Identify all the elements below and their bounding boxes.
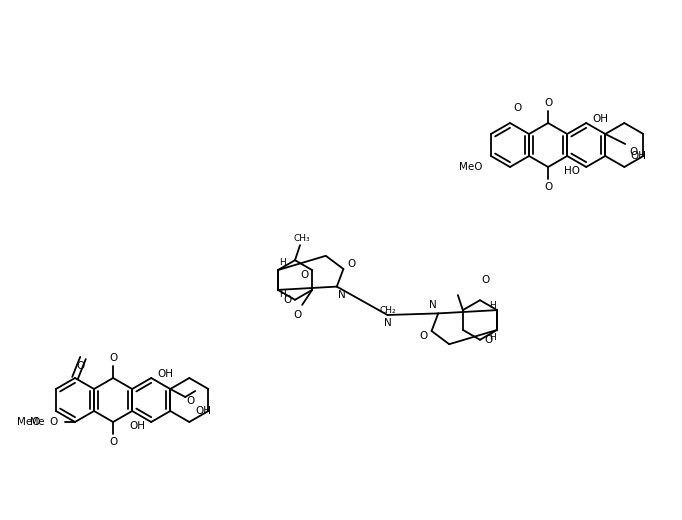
Text: OH: OH [592,114,608,124]
Text: CH₂: CH₂ [379,306,396,315]
Text: O: O [300,270,308,280]
Text: Me: Me [30,417,44,427]
Text: O: O [109,437,117,447]
Text: H: H [280,257,286,267]
Text: H: H [489,301,496,309]
Text: O: O [514,103,522,113]
Text: OH: OH [129,421,145,431]
Text: MeO: MeO [458,162,482,172]
Text: CH₃: CH₃ [294,233,310,243]
Text: N: N [338,290,346,300]
Text: O: O [347,259,355,269]
Text: HO: HO [564,166,580,176]
Text: H: H [280,290,286,300]
Text: O: O [109,353,117,363]
Text: O: O [481,275,489,285]
Text: O: O [629,147,638,157]
Text: N: N [384,318,391,328]
Text: MeO: MeO [16,417,40,427]
Text: OH: OH [158,369,173,379]
Text: N: N [430,301,437,310]
Text: O: O [544,98,552,108]
Text: OH: OH [630,151,647,161]
Text: O: O [484,335,492,345]
Text: O: O [419,331,428,341]
Text: OH: OH [195,406,211,416]
Text: O: O [186,396,194,406]
Text: O: O [49,417,57,427]
Text: H: H [489,333,496,342]
Text: O: O [76,361,84,371]
Text: O: O [544,182,552,192]
Text: O: O [283,295,291,305]
Text: O: O [293,310,301,320]
